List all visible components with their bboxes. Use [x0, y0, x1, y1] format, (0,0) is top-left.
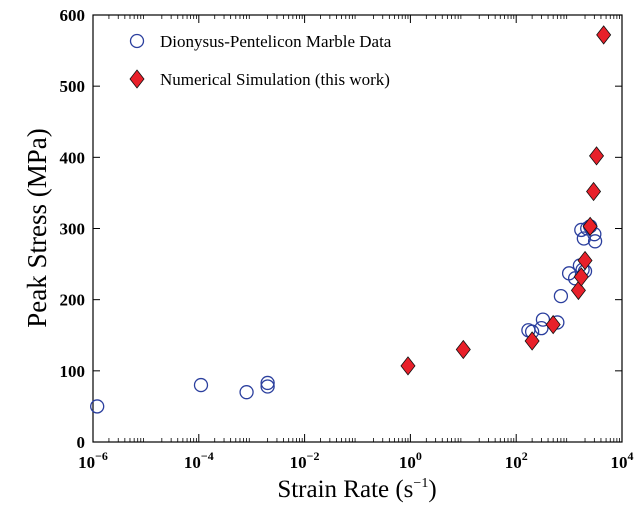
marble-data-point — [587, 234, 603, 249]
legend-label-simulation: Numerical Simulation (this work) — [160, 70, 390, 89]
simulation-data-point — [589, 146, 605, 166]
marble-data-point — [193, 377, 209, 393]
legend-circle-marker — [129, 33, 145, 49]
marble-data-point — [239, 385, 254, 400]
marble-data-point — [576, 231, 591, 246]
series-markers — [90, 25, 612, 414]
x-axis-title-main: Strain Rate (s — [277, 476, 413, 503]
x-tick-label: 10−2 — [290, 449, 320, 472]
simulation-data-point — [573, 267, 589, 287]
x-tick-label: 104 — [611, 449, 634, 472]
y-ticks — [93, 14, 622, 443]
y-axis-title: Peak Stress (MPa) — [22, 128, 52, 327]
marble-data-point — [553, 288, 569, 304]
x-tick-label: 10−4 — [184, 449, 214, 472]
simulation-data-point — [545, 314, 561, 335]
marble-data-point — [535, 312, 551, 327]
simulation-data-point — [582, 216, 598, 237]
y-tick-labels: 0 100 200 300 400 500 600 — [60, 6, 86, 452]
marble-data-point — [534, 320, 549, 336]
legend: Dionysus-Pentelicon Marble Data Numerica… — [129, 32, 392, 89]
simulation-data-point — [570, 280, 586, 301]
y-tick-label: 200 — [60, 291, 86, 310]
x-tick-label: 10−6 — [78, 449, 108, 472]
simulation-data-point — [400, 356, 416, 376]
legend-diamond-marker — [129, 69, 145, 89]
y-tick-label: 0 — [77, 433, 86, 452]
x-minor-ticks — [108, 15, 620, 442]
x-tick-label: 102 — [505, 449, 528, 472]
simulation-data-point — [455, 339, 471, 360]
y-tick-label: 600 — [60, 6, 86, 25]
y-tick-label: 300 — [60, 220, 86, 239]
x-axis-title-end: ) — [428, 476, 436, 503]
marble-data-point — [90, 399, 105, 414]
legend-label-marble: Dionysus-Pentelicon Marble Data — [160, 32, 392, 51]
simulation-data-point — [596, 25, 612, 45]
x-axis-title-sup: −1 — [413, 476, 428, 491]
y-tick-label: 100 — [60, 362, 86, 381]
simulation-data-point — [577, 250, 593, 271]
marble-data-point — [260, 379, 275, 394]
simulation-data-point — [586, 181, 602, 202]
marble-data-point — [260, 375, 275, 391]
x-axis-title: Strain Rate (s−1) — [277, 476, 436, 503]
x-ticks — [92, 15, 623, 442]
y-tick-label: 500 — [60, 77, 86, 96]
x-tick-labels: 10−6 10−4 10−2 100 102 104 — [78, 449, 633, 472]
simulation-data-point — [524, 331, 540, 351]
y-tick-label: 400 — [60, 148, 86, 167]
x-tick-label: 100 — [399, 449, 422, 472]
